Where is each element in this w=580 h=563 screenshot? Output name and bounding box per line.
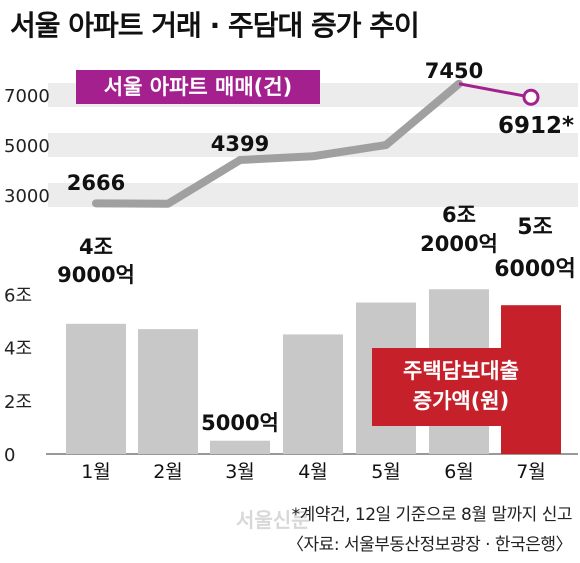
line-series — [92, 79, 463, 208]
bar-ytick-label: 4조 — [4, 339, 32, 360]
x-tick-label: 3월 — [225, 461, 255, 483]
x-tick-label: 5월 — [371, 461, 401, 483]
x-tick-label: 2월 — [153, 461, 183, 483]
bar — [66, 323, 126, 454]
bar-value-label: 9000억 — [57, 263, 135, 287]
bar — [210, 440, 270, 454]
bar-ytick-label: 6조 — [4, 286, 32, 307]
footnote: *계약건, 12일 기준으로 8월 말까지 신고 — [291, 505, 573, 525]
line-legend-box — [76, 70, 320, 104]
bar-ytick-label: 0 — [4, 445, 15, 466]
line-ytick-label: 3000 — [4, 186, 50, 207]
bar-value-label: 5000억 — [201, 411, 279, 435]
line-value-label: 4399 — [211, 132, 269, 156]
bar-value-label: 6조 — [442, 203, 476, 227]
bar-legend-label: 주택담보대출 — [403, 359, 519, 383]
bar-legend-box — [372, 348, 550, 426]
bar-value-label: 4조 — [79, 235, 113, 259]
line-value-label: 7450 — [425, 59, 483, 83]
source-note: 〈자료: 서울부동산정보광장 · 한국은행〉 — [287, 535, 572, 555]
bar-ytick-label: 2조 — [4, 392, 32, 413]
line-value-label: 2666 — [67, 171, 125, 195]
line-endpoint-marker — [522, 88, 540, 106]
line-value-label: 6912* — [498, 113, 574, 139]
x-tick-label: 1월 — [81, 461, 111, 483]
x-tick-label: 4월 — [298, 461, 328, 483]
line-series-latest — [458, 82, 532, 99]
bar-legend-label: 증가액(원) — [413, 389, 509, 413]
bar-value-label: 2000억 — [420, 232, 498, 256]
x-tick-label: 7월 — [516, 461, 546, 483]
x-tick-label: 6월 — [444, 461, 474, 483]
bar-value-label: 6000억 — [494, 257, 575, 282]
bar-value-label: 5조 — [517, 215, 553, 240]
bar — [283, 334, 343, 454]
line-legend-label: 서울 아파트 매매(건) — [104, 75, 292, 99]
line-ytick-label: 7000 — [4, 86, 50, 107]
chart-title: 서울 아파트 거래 · 주담대 증가 추이 — [10, 9, 420, 42]
bar — [138, 329, 198, 454]
line-ytick-label: 5000 — [4, 136, 50, 157]
